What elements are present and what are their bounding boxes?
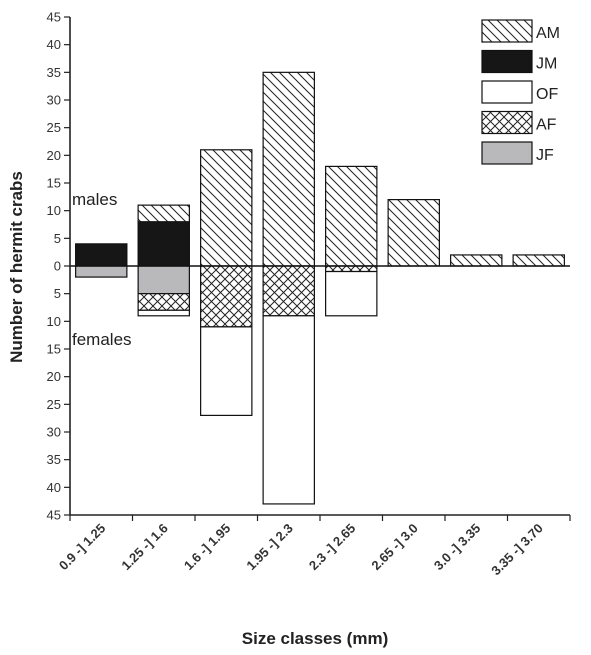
y-tick-label: 5 [54, 231, 61, 246]
bar-jf-1 [75, 265, 128, 278]
x-tick-label: 1.6 -] 1.95 [181, 521, 234, 574]
legend: AM JM OF AF JF [481, 19, 560, 165]
y-tick-label: 30 [47, 93, 61, 108]
bar-of-2 [137, 309, 190, 317]
y-tick-label: 45 [47, 508, 61, 523]
bar-jm-2 [137, 221, 190, 267]
y-tick-label: 15 [47, 176, 61, 191]
bar-of-3 [200, 326, 253, 417]
y-tick-label: 45 [47, 10, 61, 25]
y-tick-label: 10 [47, 203, 61, 218]
x-tick-label: 1.95 -] 2.3 [243, 521, 296, 574]
legend-swatch-am [481, 19, 533, 43]
x-axis-ticks: 0.9 -] 1.25 1.25 -] 1.6 1.6 -] 1.95 1.95 -]… [56, 515, 571, 579]
x-axis-title: Size classes (mm) [242, 629, 388, 648]
annotation-females: females [72, 330, 132, 349]
y-tick-label: 40 [47, 37, 61, 52]
x-tick-label: 3.0 -] 3.35 [431, 521, 484, 574]
bar-af-5 [325, 265, 378, 273]
y-tick-label: 35 [47, 452, 61, 467]
annotation-males: males [72, 190, 117, 209]
y-tick-label: 0 [54, 259, 61, 274]
bar-am-3 [200, 149, 253, 267]
bar-af-3 [200, 265, 253, 328]
bar-af-2 [137, 293, 190, 311]
y-tick-label: 40 [47, 480, 61, 495]
y-axis-ticks: 45 40 35 30 25 20 15 10 5 0 5 10 15 20 25 30 35 40 45 [47, 10, 70, 523]
bars-layer [75, 71, 565, 505]
legend-label-af: AF [536, 117, 557, 134]
x-tick-label: 1.25 -] 1.6 [118, 521, 171, 574]
bar-am-2 [137, 204, 190, 223]
y-tick-label: 20 [47, 148, 61, 163]
y-axis-title: Number of hermit crabs [7, 171, 26, 363]
bar-af-4 [262, 265, 315, 317]
x-tick-label: 0.9 -] 1.25 [56, 521, 109, 574]
legend-swatch-af [481, 110, 533, 135]
legend-swatch-of [481, 80, 533, 104]
legend-label-of: OF [536, 86, 558, 103]
y-tick-label: 5 [54, 286, 61, 301]
y-tick-label: 25 [47, 120, 61, 135]
x-tick-label: 2.3 -] 2.65 [306, 521, 359, 574]
x-tick-label: 3.35 -] 3.70 [488, 521, 546, 579]
bar-am-8 [512, 254, 565, 267]
bar-of-5 [325, 270, 378, 317]
y-tick-label: 10 [47, 314, 61, 329]
bar-jf-2 [137, 265, 190, 295]
y-tick-label: 25 [47, 397, 61, 412]
legend-label-am: AM [536, 25, 560, 42]
bar-am-4 [262, 71, 315, 267]
y-tick-label: 15 [47, 342, 61, 357]
legend-label-jf: JF [536, 147, 554, 164]
bar-jm-1 [75, 243, 128, 267]
bar-am-5 [325, 165, 378, 267]
bar-of-4 [262, 315, 315, 505]
legend-swatch-jm [481, 49, 533, 74]
legend-swatch-jf [481, 141, 533, 165]
x-tick-label: 2.65 -] 3.0 [368, 521, 421, 574]
bar-am-7 [450, 254, 503, 267]
bar-am-6 [387, 199, 440, 267]
y-tick-label: 20 [47, 369, 61, 384]
legend-label-jm: JM [536, 56, 557, 73]
y-tick-label: 35 [47, 65, 61, 80]
y-tick-label: 30 [47, 425, 61, 440]
